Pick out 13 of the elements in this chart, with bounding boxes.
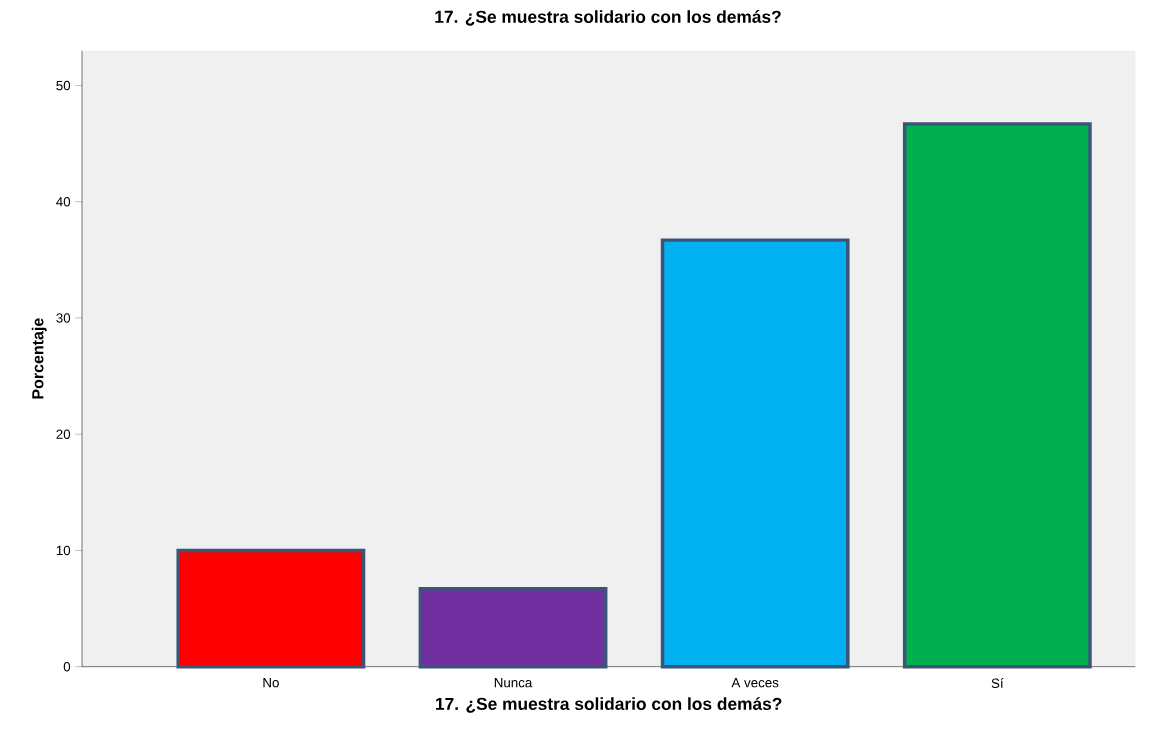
chart-title: 17. ¿Se muestra solidario con los demás? xyxy=(435,10,781,26)
x-tick-label: A veces xyxy=(731,678,779,688)
y-tick-label: 40 xyxy=(56,197,71,207)
x-tick-label: Sí xyxy=(991,678,1004,688)
x-axis-title: 17. ¿Se muestra solidario con los demás? xyxy=(436,697,782,713)
y-tick-label: 50 xyxy=(56,80,71,91)
y-axis-title: Porcentaje xyxy=(31,318,47,399)
y-tick-label: 20 xyxy=(56,429,71,439)
y-tick-label: 30 xyxy=(56,313,71,323)
y-tick-label: 0 xyxy=(63,661,71,672)
y-tick-label: 10 xyxy=(56,545,71,556)
x-tick-label: Nunca xyxy=(494,678,533,688)
x-tick-label: No xyxy=(263,678,279,688)
